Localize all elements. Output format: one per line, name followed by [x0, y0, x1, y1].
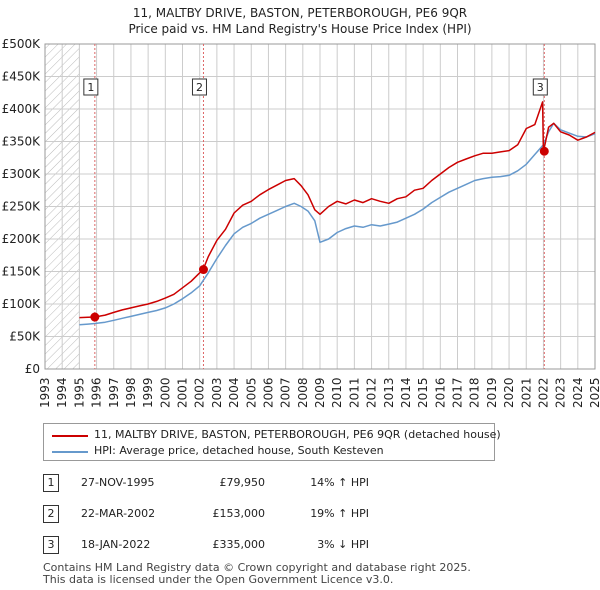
x-tick-label: 1997 [107, 377, 121, 408]
transaction-date: 18-JAN-2022 [81, 538, 151, 551]
x-tick-label: 2009 [313, 377, 327, 408]
x-tick-label: 1998 [124, 377, 138, 408]
legend-label-property: 11, MALTBY DRIVE, BASTON, PETERBOROUGH, … [94, 428, 501, 441]
y-tick-label: £500K [2, 37, 42, 51]
transaction-marker-number: 3 [537, 81, 544, 94]
y-tick-label: £450K [2, 70, 42, 84]
transaction-marker-box [191, 78, 207, 96]
transaction-marker-number: 2 [196, 81, 203, 94]
y-tick-label: £300K [2, 167, 42, 181]
property-series-line [79, 101, 596, 319]
x-tick-label: 2005 [244, 377, 258, 408]
x-tick-label: 2004 [227, 377, 241, 408]
transaction-marker-label: 3 [532, 78, 548, 96]
y-tick-label: £150K [2, 265, 42, 279]
x-tick-label: 2018 [468, 377, 482, 408]
legend: 11, MALTBY DRIVE, BASTON, PETERBOROUGH, … [43, 423, 501, 461]
transaction-number: 3 [43, 536, 59, 554]
y-tick-label: £400K [2, 102, 42, 116]
x-tick-label: 2012 [365, 377, 379, 408]
x-tick-label: 2019 [485, 377, 499, 408]
transaction-hpi: 19% ↑ HPI [310, 507, 369, 520]
x-tick-label: 1994 [55, 377, 69, 408]
transaction-price: £153,000 [212, 507, 266, 520]
x-tick-label: 2010 [330, 377, 344, 408]
y-tick-label: £100K [2, 297, 42, 311]
x-tick-label: 2008 [296, 377, 310, 408]
footer-copyright: Contains HM Land Registry data © Crown c… [43, 561, 471, 574]
y-tick-label: £50K [9, 330, 41, 344]
x-tick-label: 2023 [554, 377, 568, 408]
x-tick-label: 1995 [72, 377, 86, 408]
legend-swatch-hpi [52, 451, 88, 453]
transaction-date: 22-MAR-2002 [81, 507, 156, 520]
x-tick-label: 2014 [399, 377, 413, 408]
x-tick-label: 1996 [90, 377, 104, 408]
transaction-point [198, 265, 208, 275]
x-tick-label: 2015 [416, 377, 430, 408]
transaction-marker-box [83, 78, 99, 96]
transaction-marker-label: 2 [191, 78, 207, 96]
transaction-price: £79,950 [219, 476, 266, 489]
x-tick-label: 2021 [519, 377, 533, 408]
y-tick-label: £250K [2, 200, 42, 214]
transaction-number: 2 [43, 505, 59, 523]
x-tick-label: 2017 [451, 377, 465, 408]
x-tick-label: 2011 [347, 377, 361, 408]
transaction-number: 1 [43, 474, 59, 492]
x-tick-label: 2002 [193, 377, 207, 408]
transaction-marker-label: 1 [83, 78, 99, 96]
x-tick-label: 2020 [502, 377, 516, 408]
legend-label-hpi: HPI: Average price, detached house, Sout… [94, 444, 384, 457]
legend-swatch-property [52, 435, 88, 437]
x-tick-label: 2001 [176, 377, 190, 408]
x-tick-label: 2013 [382, 377, 396, 408]
x-tick-label: 2016 [433, 377, 447, 408]
x-tick-label: 2022 [536, 377, 550, 408]
x-tick-label: 1999 [141, 377, 155, 408]
chart-subtitle: Price paid vs. HM Land Registry's House … [128, 22, 472, 36]
transaction-hpi: 14% ↑ HPI [310, 476, 369, 489]
price-chart: £0 £50K £100K £150K £200K £250K £300K £350K £400… [2, 37, 600, 408]
x-tick-label: 2003 [210, 377, 224, 408]
x-tick-label: 2006 [261, 377, 275, 408]
hpi-series-line [79, 122, 596, 326]
transaction-date: 27-NOV-1995 [81, 476, 155, 489]
x-tick-label: 1993 [38, 377, 52, 408]
transaction-point [90, 312, 100, 322]
transaction-marker-number: 1 [87, 81, 94, 94]
y-tick-label: £200K [2, 232, 42, 246]
transaction-price: £335,000 [212, 538, 266, 551]
x-tick-label: 2025 [588, 377, 600, 408]
chart-title-address: 11, MALTBY DRIVE, BASTON, PETERBOROUGH, … [132, 6, 468, 20]
footer-licence: This data is licensed under the Open Gov… [43, 573, 394, 586]
x-tick-label: 2000 [158, 377, 172, 408]
x-tick-label: 2024 [571, 377, 585, 408]
x-tick-label: 2007 [279, 377, 293, 408]
transaction-point [539, 146, 549, 156]
y-tick-label: £350K [2, 135, 42, 149]
plot-frame [44, 43, 596, 370]
y-tick-label: £0 [25, 362, 40, 376]
transaction-hpi: 3% ↓ HPI [317, 538, 369, 551]
transaction-marker-box [532, 78, 548, 96]
